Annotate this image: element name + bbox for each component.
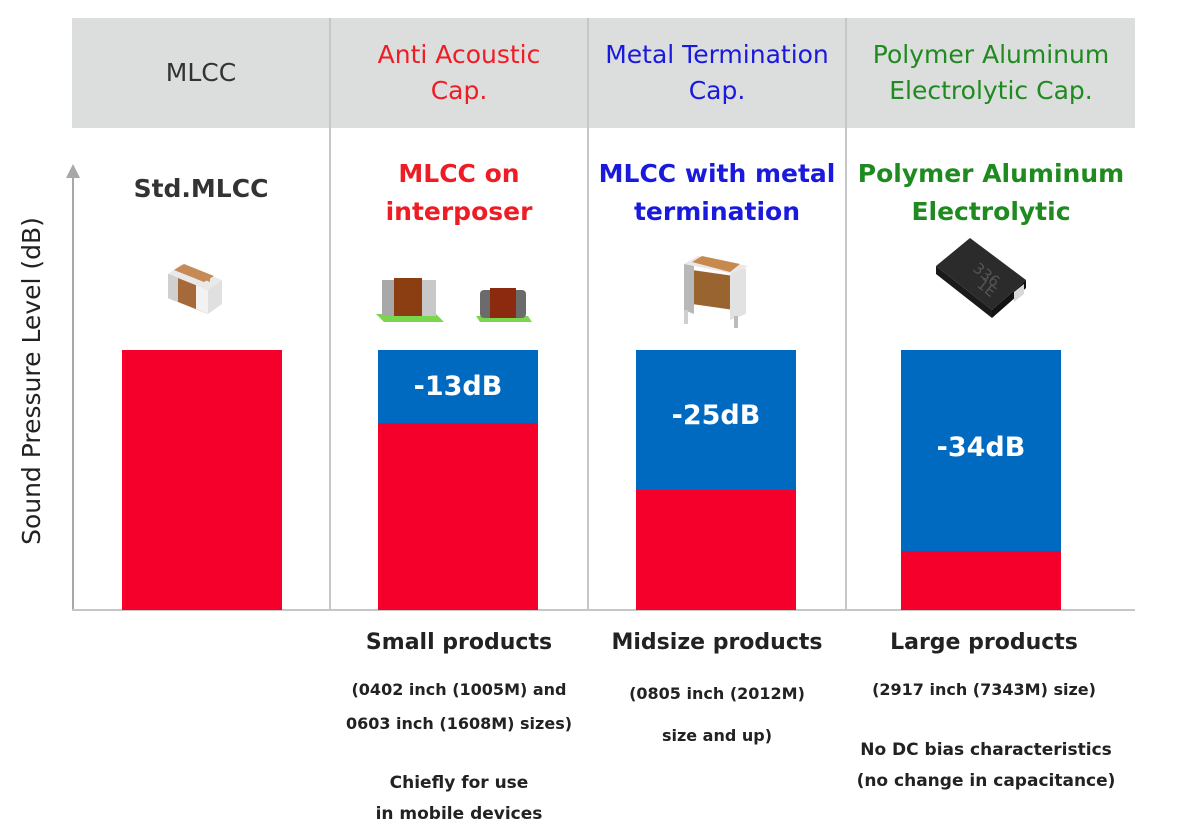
bar-metal-termination: -25dB [636,350,796,610]
footer-note-large: No DC bias characteristics (no change in… [856,740,1116,791]
header-band [72,18,1135,128]
x-axis [72,609,1135,611]
bar-segment-sound-level [122,350,282,610]
reduction-label: -25dB [671,400,761,431]
footer-sizes-midsize: (0805 inch (2012M) size and up) [629,684,805,745]
column-divider [329,18,331,610]
bar-segment-reduction: -13dB [378,350,538,423]
column-divider [845,18,847,610]
footer-sizes-small: (0402 inch (1005M) and 0603 inch (1608M)… [345,680,573,733]
y-axis-label: Sound Pressure Level (dB) [17,217,46,545]
footer-sizes-large: (2917 inch (7343M) size) [872,680,1096,699]
subtitle-mlcc-interposer: MLCC on interposer [385,159,533,226]
metal-termination-mlcc-icon [670,244,760,338]
bar-anti-acoustic: -13dB [378,350,538,610]
header-metal-termination: Metal Termination Cap. [605,40,829,105]
bar-segment-reduction: -34dB [901,350,1061,551]
polymer-aluminum-capacitor-icon: 336 1E [928,232,1038,326]
subtitle-std-mlcc: Std.MLCC [133,174,269,203]
standard-mlcc-chip-icon [160,252,240,326]
reduction-label: -13dB [413,371,503,402]
footer-note-small: Chiefly for use in mobile devices [375,773,543,824]
interposer-mlcc-chip-icon [372,268,542,332]
bar-polymer-aluminum: -34dB [901,350,1061,610]
column-divider [587,18,589,610]
bar-mlcc [122,350,282,610]
bar-segment-reduction: -25dB [636,350,796,490]
header-mlcc: MLCC [165,58,237,87]
footer-title-midsize: Midsize products [611,630,823,655]
header-polymer-aluminum: Polymer Aluminum Electrolytic Cap. [872,40,1110,105]
y-axis-arrow-icon [66,164,80,178]
subtitle-mlcc-metal-termination: MLCC with metal termination [598,159,836,226]
footer-title-small: Small products [365,630,553,655]
header-anti-acoustic: Anti Acoustic Cap. [377,40,541,105]
reduction-label: -34dB [936,432,1026,463]
subtitle-polymer-aluminum: Polymer Aluminum Electrolytic [857,159,1125,226]
bar-segment-sound-level [901,551,1061,610]
footer-title-large: Large products [890,630,1078,655]
bar-segment-sound-level [378,423,538,610]
y-axis [72,176,74,611]
bar-segment-sound-level [636,490,796,610]
